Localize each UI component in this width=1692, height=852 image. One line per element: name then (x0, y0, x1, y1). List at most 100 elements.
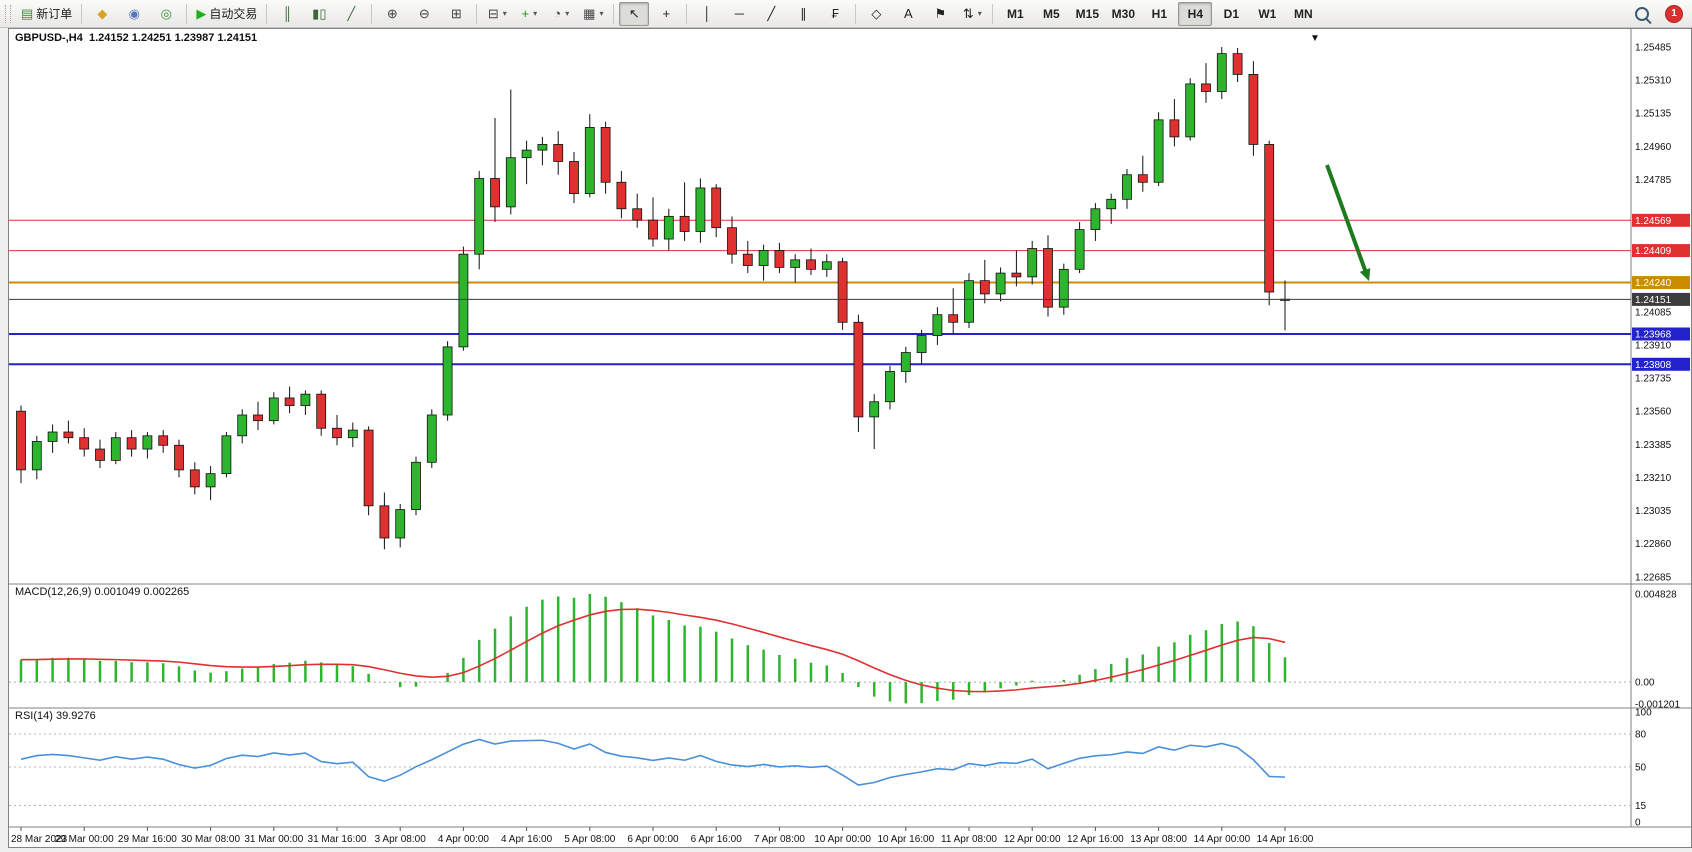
fibonacci-button[interactable]: ₣ (820, 2, 850, 26)
candle[interactable] (474, 170, 485, 270)
candle[interactable] (316, 390, 327, 436)
community-button[interactable]: ◎ (151, 2, 181, 26)
arrows-button[interactable]: ⇅ ▾ (957, 2, 987, 26)
timeframe-m1-button[interactable]: M1 (998, 2, 1032, 26)
candle[interactable] (1264, 140, 1275, 306)
candle[interactable] (268, 392, 279, 425)
candle[interactable] (948, 288, 959, 334)
candle[interactable] (632, 193, 643, 228)
notification-badge[interactable]: 1 (1666, 5, 1682, 22)
candle[interactable] (110, 432, 121, 465)
candle[interactable] (837, 257, 848, 330)
candle[interactable] (300, 390, 311, 415)
chart-canvas[interactable]: 1.25485 1.25310 1.25135 1.24960 1.24785 1.240… (9, 29, 1691, 847)
timeframe-m5-button[interactable]: M5 (1034, 2, 1068, 26)
channel-button[interactable]: ∥ (788, 2, 818, 26)
candle[interactable] (569, 152, 579, 204)
zoom-out-button[interactable]: ⊖ (409, 2, 439, 26)
candle[interactable] (363, 426, 374, 516)
dropdown-arrow-icon[interactable]: ▾ (565, 9, 570, 18)
candle[interactable] (379, 492, 390, 550)
candle[interactable] (79, 428, 90, 457)
new-order-button[interactable]: ▤ 新订单 (17, 2, 76, 26)
candle[interactable] (900, 346, 911, 383)
indicators-button[interactable]: + ▾ (514, 2, 544, 26)
candle[interactable] (237, 409, 248, 444)
candle[interactable] (174, 439, 184, 478)
trendline-button[interactable]: ╱ (756, 2, 786, 26)
candle[interactable] (537, 136, 548, 166)
candle[interactable] (932, 307, 943, 345)
vertical-line-button[interactable]: │ (692, 2, 722, 26)
periods-button[interactable]: ◔ ▾ (546, 2, 576, 26)
candle[interactable] (916, 329, 927, 364)
candle[interactable] (63, 420, 74, 444)
annotation-arrow[interactable] (1325, 164, 1369, 277)
candle[interactable] (395, 503, 406, 548)
candle[interactable] (1248, 61, 1259, 156)
candle[interactable] (821, 254, 832, 277)
candle[interactable] (458, 246, 469, 351)
candle[interactable] (284, 386, 295, 414)
candlestick-chart-button[interactable]: ▮▯ (304, 2, 334, 26)
candle[interactable] (442, 341, 453, 421)
candle[interactable] (142, 432, 153, 459)
text-label-button[interactable]: ⚑ (925, 2, 955, 26)
search-button[interactable] (1627, 2, 1657, 26)
timeframe-w1-button[interactable]: W1 (1250, 2, 1284, 26)
tile-windows-button[interactable]: ⊞ (441, 2, 471, 26)
candle[interactable] (648, 197, 658, 247)
candle[interactable] (679, 182, 690, 241)
dropdown-arrow-icon[interactable]: ▾ (533, 9, 538, 18)
candle[interactable] (47, 424, 58, 453)
candle[interactable] (1201, 63, 1211, 103)
candle[interactable] (806, 248, 816, 275)
line-chart-button[interactable]: ╱ (336, 2, 366, 26)
candle[interactable] (964, 273, 974, 328)
candle[interactable] (1074, 222, 1085, 274)
candle[interactable] (205, 466, 216, 501)
candle[interactable] (1153, 112, 1164, 187)
timeframe-d1-button[interactable]: D1 (1214, 2, 1248, 26)
candle[interactable] (553, 131, 564, 175)
candle[interactable] (347, 422, 358, 448)
candle[interactable] (584, 114, 595, 198)
candle[interactable] (1043, 235, 1053, 317)
metaeditor-button[interactable]: ◆ (87, 2, 117, 26)
dropdown-arrow-icon[interactable]: ▾ (977, 9, 982, 18)
candle[interactable] (885, 365, 895, 410)
templates-button[interactable]: ▦ ▾ (578, 2, 608, 26)
candle[interactable] (95, 439, 105, 468)
candle[interactable] (695, 178, 706, 243)
candle[interactable] (1122, 169, 1132, 209)
timeframe-mn-button[interactable]: MN (1286, 2, 1320, 26)
options-button[interactable]: ◉ (119, 2, 149, 26)
candle[interactable] (616, 170, 627, 219)
candle[interactable] (1027, 240, 1038, 285)
candle[interactable] (869, 394, 880, 450)
candle[interactable] (411, 456, 421, 516)
timeframe-h1-button[interactable]: H1 (1142, 2, 1176, 26)
candle[interactable] (774, 242, 785, 274)
candle[interactable] (1169, 99, 1180, 147)
candle[interactable] (790, 254, 801, 283)
dropdown-arrow-icon[interactable]: ▾ (502, 9, 507, 18)
candle[interactable] (1137, 155, 1148, 192)
shapes-button[interactable]: ◇ (861, 2, 891, 26)
candle[interactable] (1090, 203, 1101, 241)
candle[interactable] (521, 140, 532, 185)
autotrading-button[interactable]: ▶ 自动交易 (192, 2, 261, 26)
timeframe-m30-button[interactable]: M30 (1106, 2, 1140, 26)
candle[interactable] (742, 240, 753, 274)
candle[interactable] (711, 184, 722, 238)
toolbar-grip[interactable] (5, 4, 11, 23)
candle[interactable] (1106, 193, 1117, 224)
candle[interactable] (490, 117, 500, 223)
text-button[interactable]: A (893, 2, 923, 26)
dropdown-arrow-icon[interactable]: ▾ (599, 9, 604, 18)
candle[interactable] (1011, 250, 1022, 287)
candle[interactable] (1185, 78, 1196, 141)
candle[interactable] (995, 267, 1006, 302)
candle[interactable] (1232, 47, 1243, 83)
crosshair-button[interactable]: + (651, 2, 681, 26)
